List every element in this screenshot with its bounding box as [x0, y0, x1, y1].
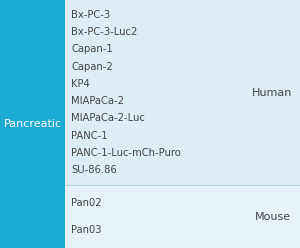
Text: Pancreatic: Pancreatic	[3, 119, 61, 129]
Text: Bx-PC-3: Bx-PC-3	[71, 10, 110, 20]
Text: Mouse: Mouse	[254, 212, 291, 221]
Text: Pan02: Pan02	[71, 198, 102, 208]
Text: Capan-2: Capan-2	[71, 62, 113, 72]
Text: MIAPaCa-2-Luc: MIAPaCa-2-Luc	[71, 113, 145, 124]
Text: Bx-PC-3-Luc2: Bx-PC-3-Luc2	[71, 27, 137, 37]
Text: PANC-1-Luc-mCh-Puro: PANC-1-Luc-mCh-Puro	[71, 148, 181, 158]
Text: Human: Human	[252, 88, 293, 97]
Text: MIAPaCa-2: MIAPaCa-2	[71, 96, 124, 106]
Bar	[0, 0, 65, 248]
Text: KP4: KP4	[71, 79, 90, 89]
Bar	[65, 0, 300, 185]
Text: Capan-1: Capan-1	[71, 44, 113, 54]
Text: SU-86.86: SU-86.86	[71, 165, 117, 175]
Text: Pan03: Pan03	[71, 225, 101, 235]
Bar	[65, 185, 300, 248]
Text: PANC-1: PANC-1	[71, 131, 108, 141]
